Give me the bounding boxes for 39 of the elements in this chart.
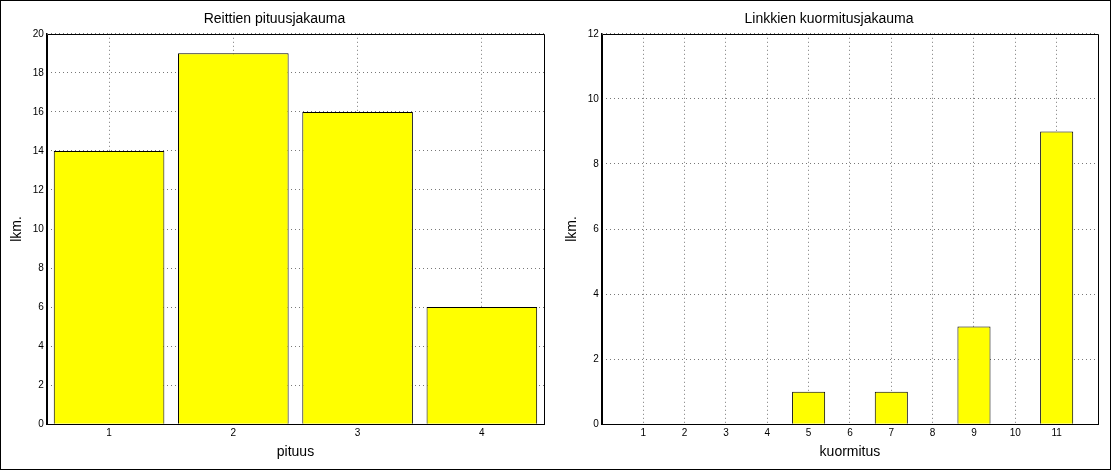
x-tick-label: 2: [230, 426, 237, 438]
y-tick-label: 8: [593, 157, 600, 169]
x-tick-label: 4: [764, 426, 771, 438]
y-axis-title: lkm.: [8, 216, 25, 242]
y-tick-label: 8: [38, 261, 45, 273]
y-tick-label: 12: [587, 27, 600, 39]
y-tick-label: 16: [32, 105, 45, 117]
y-tick-label: 2: [38, 378, 45, 390]
y-tick-label: 20: [32, 27, 45, 39]
chart-title: Linkkien kuormitusjakauma: [744, 10, 914, 27]
x-tick-label: 9: [971, 426, 978, 438]
x-tick-label: 8: [929, 426, 936, 438]
y-tick-label: 14: [32, 144, 45, 156]
y-tick-label: 10: [32, 222, 45, 234]
x-tick-label: 4: [479, 426, 486, 438]
y-tick-label: 2: [593, 352, 600, 364]
y-tick-label: 0: [38, 417, 45, 429]
y-tick-label: 4: [593, 287, 600, 299]
y-tick-label: 18: [32, 66, 45, 78]
x-tick-label: 2: [681, 426, 688, 438]
x-tick-label: 3: [723, 426, 730, 438]
x-axis-title: pituus: [276, 443, 315, 460]
x-tick-label: 6: [847, 426, 854, 438]
x-tick-label: 5: [805, 426, 812, 438]
y-tick-label: 10: [587, 92, 600, 104]
y-axis-title: lkm.: [563, 216, 580, 242]
x-axis-title: kuormitus: [819, 443, 881, 460]
x-tick-label: 7: [888, 426, 895, 438]
y-tick-label: 6: [38, 300, 45, 312]
x-tick-label: 3: [354, 426, 361, 438]
chart-title: Reittien pituusjakauma: [203, 10, 346, 27]
x-tick-label: 1: [106, 426, 113, 438]
x-tick-label: 11: [1051, 426, 1063, 438]
x-tick-label: 10: [1009, 426, 1022, 438]
y-tick-label: 0: [593, 417, 600, 429]
y-tick-label: 6: [593, 222, 600, 234]
y-tick-label: 12: [32, 183, 45, 195]
y-tick-label: 4: [38, 339, 45, 351]
x-tick-label: 1: [640, 426, 647, 438]
